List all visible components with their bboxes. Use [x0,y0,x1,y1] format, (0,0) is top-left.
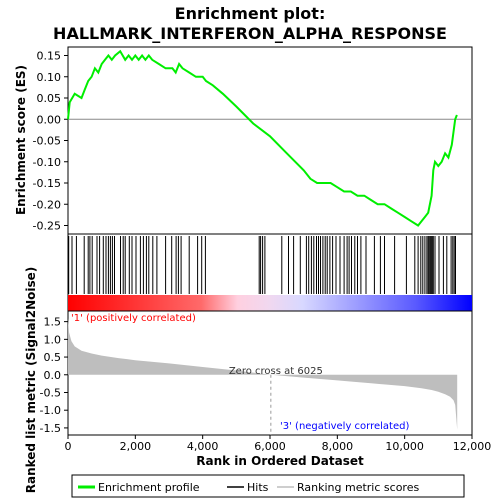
x-tick-label: 8,000 [322,440,354,453]
enrichment-profile-line [67,49,458,227]
es-y-tick-label: -0.20 [33,198,61,211]
positive-correlation-label: '1' (positively correlated) [71,313,196,324]
metric-y-tick-label: -1.5 [40,422,61,435]
rank-color-bar [68,295,472,311]
es-axis-label: Enrichment score (ES) [14,65,28,215]
es-y-tick-label: -0.15 [33,177,61,190]
es-plot-frame [67,46,473,235]
es-y-tick-label: -0.05 [33,135,61,148]
chart-title-line2: HALLMARK_INTERFERON_ALPHA_RESPONSE [53,24,447,43]
x-tick-label: 12,000 [453,440,492,453]
zero-cross-label: Zero cross at 6025 [229,366,323,377]
chart-title-line1: Enrichment plot: [175,4,326,23]
es-panel: 0.15 0.10 0.05 0.00 -0.05 -0.10 -0.15 -0.20 -0.2… [14,46,473,235]
metric-y-tick-label: 0.0 [44,369,62,382]
x-tick-label: 4,000 [187,440,219,453]
metric-y-tick-label: 0.5 [44,351,62,364]
es-y-tick-label: 0.05 [37,92,62,105]
es-y-tick-label: 0.00 [37,113,62,126]
x-tick-label: 2,000 [120,440,152,453]
x-axis-label: Rank in Ordered Dataset [196,454,364,468]
x-tick-label: 0 [65,440,72,453]
es-y-tick-label: -0.25 [33,220,61,233]
hits-panel [67,233,473,312]
es-y-tick-label: 0.10 [37,71,62,84]
metric-y-tick-label: 1.5 [44,316,62,329]
legend: Enrichment profile Hits Ranking metric s… [71,474,465,498]
metric-y-tick-label: -0.5 [40,386,61,399]
legend-frame [71,474,465,498]
metric-y-tick-label: 1.0 [44,333,62,346]
legend-profile-label: Enrichment profile [98,481,200,494]
es-y-tick-label: 0.15 [37,50,62,63]
legend-hits-label: Hits [247,481,269,494]
metric-panel: 1.5 1.0 0.5 0.0 -0.5 -1.0 -1.5 Zero cross at 6… [24,267,491,494]
metric-y-tick-label: -1.0 [40,404,61,417]
negative-correlation-label: '3' (negatively correlated) [280,421,409,432]
x-tick-label: 6,000 [254,440,286,453]
es-y-tick-label: -0.10 [33,156,61,169]
metric-axis-label: Ranked list metric (Signal2Noise) [24,267,38,494]
legend-metric-label: Ranking metric scores [297,481,419,494]
x-tick-label: 10,000 [385,440,424,453]
ranking-metric-area [68,318,458,430]
